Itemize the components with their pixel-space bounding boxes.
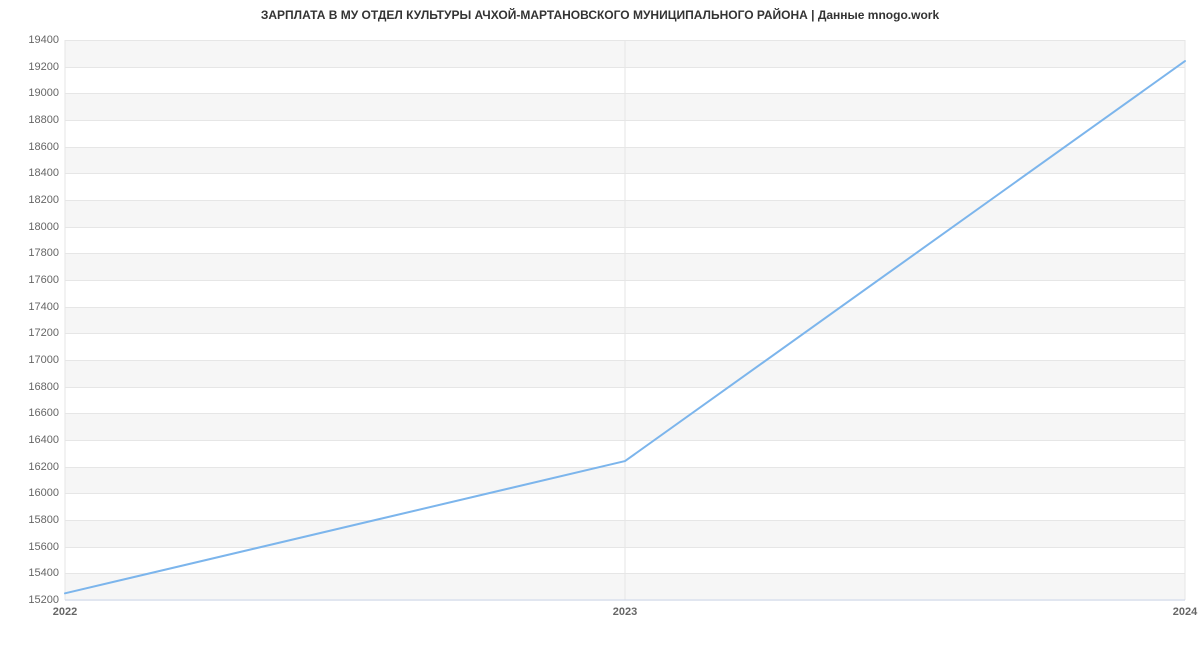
y-tick-label: 17800 [28,247,65,259]
x-tick-label: 2023 [613,600,637,618]
x-tick-label: 2022 [53,600,77,618]
y-tick-label: 19400 [28,34,65,46]
y-tick-label: 18800 [28,114,65,126]
y-tick-label: 17200 [28,327,65,339]
y-tick-label: 18200 [28,194,65,206]
y-tick-label: 16200 [28,461,65,473]
y-tick-label: 16800 [28,381,65,393]
y-tick-label: 16000 [28,487,65,499]
y-tick-label: 15800 [28,514,65,526]
y-tick-label: 16600 [28,407,65,419]
y-tick-label: 19000 [28,87,65,99]
y-tick-label: 19200 [28,61,65,73]
line-layer [65,40,1185,600]
y-tick-label: 15400 [28,567,65,579]
y-tick-label: 18000 [28,221,65,233]
chart-title: ЗАРПЛАТА В МУ ОТДЕЛ КУЛЬТУРЫ АЧХОЙ-МАРТА… [0,8,1200,22]
y-tick-label: 15600 [28,541,65,553]
chart-container: ЗАРПЛАТА В МУ ОТДЕЛ КУЛЬТУРЫ АЧХОЙ-МАРТА… [0,0,1200,650]
y-tick-label: 18600 [28,141,65,153]
y-tick-label: 18400 [28,167,65,179]
y-tick-label: 16400 [28,434,65,446]
y-tick-label: 17000 [28,354,65,366]
y-tick-label: 17600 [28,274,65,286]
y-tick-label: 17400 [28,301,65,313]
plot-area: 1520015400156001580016000162001640016600… [65,40,1185,600]
x-tick-label: 2024 [1173,600,1197,618]
